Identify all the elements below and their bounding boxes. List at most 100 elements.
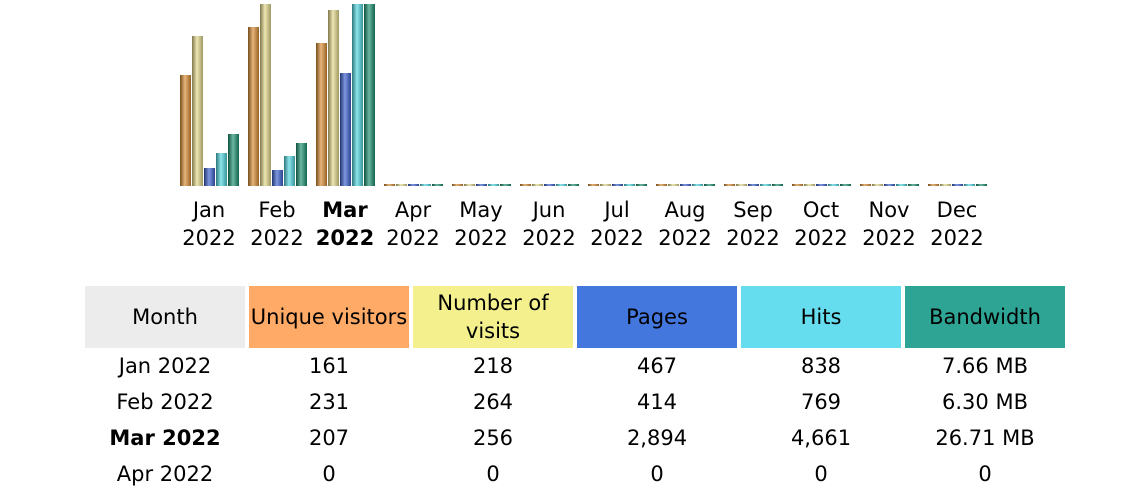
- bar-visits-apr: [396, 184, 407, 186]
- bar-visits-jun: [532, 184, 543, 186]
- bar-pages-feb: [272, 170, 283, 186]
- year-label: 2022: [522, 226, 575, 250]
- bar-unique_visitors-dec: [928, 184, 939, 186]
- bar-hits-nov: [896, 184, 907, 186]
- cell-visits: 0: [486, 462, 500, 486]
- table-row-current: Mar 2022 207 256 2,894 4,661 26.71 MB: [85, 420, 1065, 456]
- bar-unique_visitors-sep: [724, 184, 735, 186]
- bar-pages-sep: [748, 184, 759, 186]
- table-row: Jan 2022 161 218 467 838 7.66 MB: [85, 348, 1065, 384]
- header-month: Month: [85, 286, 245, 348]
- monthly-history-chart: Jan 2022 Feb 2022 Mar 2022 Apr 2022 May 2022 Jun 20…: [180, 4, 987, 250]
- bar-pages-jul: [612, 184, 623, 186]
- bar-bandwidth_mb-jan: [228, 134, 239, 186]
- cell-pages: 414: [636, 390, 678, 414]
- cell-pages: 0: [650, 462, 664, 486]
- month-label: Nov: [869, 198, 910, 222]
- month-label: Sep: [733, 198, 773, 222]
- bar-hits-dec: [964, 184, 975, 186]
- cell-unique-visitors: 0: [322, 462, 336, 486]
- month-label: Apr: [395, 198, 432, 222]
- bar-pages-jan: [204, 168, 215, 186]
- cell-hits: 838: [800, 354, 842, 378]
- bar-bandwidth_mb-jun: [568, 184, 579, 186]
- year-label: 2022: [862, 226, 915, 250]
- cell-month: Jan 2022: [118, 354, 212, 378]
- bar-pages-mar: [340, 73, 351, 186]
- cell-bandwidth: 6.30 MB: [942, 390, 1028, 414]
- bar-bandwidth_mb-mar: [364, 4, 375, 186]
- bars-group: [180, 4, 987, 186]
- bar-visits-aug: [668, 184, 679, 186]
- header-visits: Number of visits: [413, 286, 573, 348]
- table-row: Feb 2022 231 264 414 769 6.30 MB: [85, 384, 1065, 420]
- bar-visits-jul: [600, 184, 611, 186]
- bar-visits-mar: [328, 10, 339, 186]
- bar-bandwidth_mb-sep: [772, 184, 783, 186]
- bar-pages-jun: [544, 184, 555, 186]
- cell-bandwidth: 26.71 MB: [935, 426, 1035, 450]
- bar-bandwidth_mb-nov: [908, 184, 919, 186]
- bar-hits-mar: [352, 4, 363, 186]
- bar-hits-feb: [284, 156, 295, 186]
- month-label: Mar: [322, 198, 368, 222]
- bar-hits-aug: [692, 184, 703, 186]
- cell-month: Feb 2022: [116, 390, 214, 414]
- bar-hits-sep: [760, 184, 771, 186]
- cell-pages: 467: [636, 354, 678, 378]
- bar-visits-dec: [940, 184, 951, 186]
- bar-bandwidth_mb-may: [500, 184, 511, 186]
- year-label: 2022: [386, 226, 439, 250]
- cell-visits: 218: [472, 354, 514, 378]
- month-label: Aug: [664, 198, 705, 222]
- bar-pages-dec: [952, 184, 963, 186]
- bar-hits-jul: [624, 184, 635, 186]
- header-hits: Hits: [741, 286, 901, 348]
- bar-visits-sep: [736, 184, 747, 186]
- cell-hits: 4,661: [790, 426, 852, 450]
- bar-hits-jan: [216, 153, 227, 186]
- year-label: 2022: [590, 226, 643, 250]
- month-labels-group: Jan 2022 Feb 2022 Mar 2022 Apr 2022 May 2022 Jun 20…: [182, 198, 983, 250]
- cell-unique-visitors: 231: [308, 390, 350, 414]
- cell-visits: 256: [472, 426, 514, 450]
- bar-unique_visitors-may: [452, 184, 463, 186]
- cell-hits: 769: [800, 390, 842, 414]
- bar-unique_visitors-jul: [588, 184, 599, 186]
- cell-unique-visitors: 207: [308, 426, 350, 450]
- cell-bandwidth: 7.66 MB: [942, 354, 1028, 378]
- cell-bandwidth: 0: [978, 462, 992, 486]
- bar-bandwidth_mb-oct: [840, 184, 851, 186]
- cell-pages: 2,894: [626, 426, 688, 450]
- bar-bandwidth_mb-dec: [976, 184, 987, 186]
- month-label: Jan: [191, 198, 225, 222]
- bar-visits-oct: [804, 184, 815, 186]
- bar-visits-feb: [260, 4, 271, 186]
- cell-unique-visitors: 161: [308, 354, 350, 378]
- header-pages: Pages: [577, 286, 737, 348]
- bar-unique_visitors-aug: [656, 184, 667, 186]
- bar-bandwidth_mb-apr: [432, 184, 443, 186]
- cell-hits: 0: [814, 462, 828, 486]
- bar-hits-oct: [828, 184, 839, 186]
- cell-month: Mar 2022: [109, 426, 221, 450]
- bar-pages-may: [476, 184, 487, 186]
- month-label: Oct: [803, 198, 839, 222]
- month-label: Jun: [531, 198, 566, 222]
- bar-unique_visitors-jan: [180, 75, 191, 186]
- table-header-row: Month Unique visitors Number of visits P…: [85, 286, 1065, 348]
- bar-bandwidth_mb-jul: [636, 184, 647, 186]
- bar-pages-nov: [884, 184, 895, 186]
- bar-unique_visitors-jun: [520, 184, 531, 186]
- bar-unique_visitors-oct: [792, 184, 803, 186]
- bar-pages-aug: [680, 184, 691, 186]
- year-label: 2022: [726, 226, 779, 250]
- year-label: 2022: [930, 226, 983, 250]
- month-label: Feb: [258, 198, 295, 222]
- month-label: Jul: [602, 198, 629, 222]
- monthly-stats-table: Month Unique visitors Number of visits P…: [81, 286, 1069, 492]
- bar-hits-apr: [420, 184, 431, 186]
- year-label: 2022: [454, 226, 507, 250]
- cell-month: Apr 2022: [116, 462, 214, 486]
- bar-pages-oct: [816, 184, 827, 186]
